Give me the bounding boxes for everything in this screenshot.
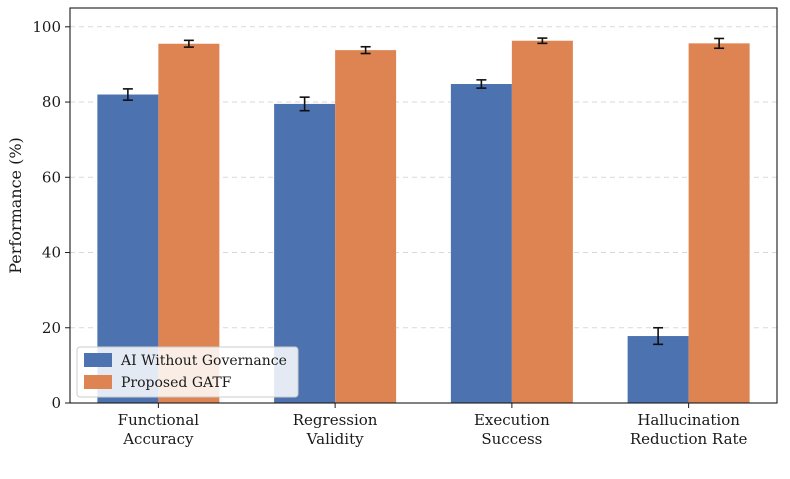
x-tick-label: Success: [481, 430, 542, 448]
y-tick-label: 80: [42, 93, 61, 111]
legend-item: Proposed GATF: [84, 375, 232, 391]
error-bar: [122, 88, 133, 101]
x-tick-label: Hallucination: [637, 411, 740, 429]
y-tick-label: 40: [42, 244, 61, 262]
legend: AI Without Governance Proposed GATF: [76, 346, 299, 398]
error-bar: [537, 37, 548, 45]
plot-frame: [69, 7, 778, 404]
error-bar: [299, 96, 310, 112]
error-bar: [476, 79, 487, 89]
legend-box: [76, 346, 299, 398]
x-tick-label: Functional: [118, 411, 200, 429]
bar: [335, 50, 397, 404]
legend-item: AI Without Governance: [84, 353, 287, 369]
legend-items: AI Without Governance Proposed GATF: [84, 353, 287, 391]
x-tick-label: Reduction Rate: [630, 430, 748, 448]
bar: [511, 40, 573, 403]
legend-swatch: [84, 375, 112, 389]
error-bar: [360, 45, 371, 55]
error-bar-layer: [122, 37, 725, 346]
y-tick-label: 100: [32, 18, 61, 36]
legend-label: Proposed GATF: [121, 375, 232, 391]
error-bar: [183, 39, 194, 48]
bar-layer: [97, 40, 750, 404]
bar: [688, 43, 750, 403]
y-tick-label: 60: [42, 168, 61, 186]
legend-label: AI Without Governance: [120, 353, 287, 369]
x-tick-label: Execution: [474, 411, 550, 429]
y-axis-title: Performance (%): [6, 137, 25, 274]
y-tick-layer: 0 20 40 60 80 100: [32, 18, 70, 412]
x-tick-label: Regression: [293, 411, 378, 429]
bar: [627, 336, 689, 403]
error-bar: [714, 37, 725, 50]
y-tick-label: 20: [42, 319, 61, 337]
x-tick-label: Accuracy: [122, 430, 194, 448]
bar: [450, 83, 512, 403]
bar: [158, 43, 220, 403]
error-bar: [653, 326, 664, 346]
y-tick-label: 0: [51, 394, 61, 412]
legend-swatch: [84, 353, 112, 367]
x-tick-label: Validity: [306, 430, 364, 448]
